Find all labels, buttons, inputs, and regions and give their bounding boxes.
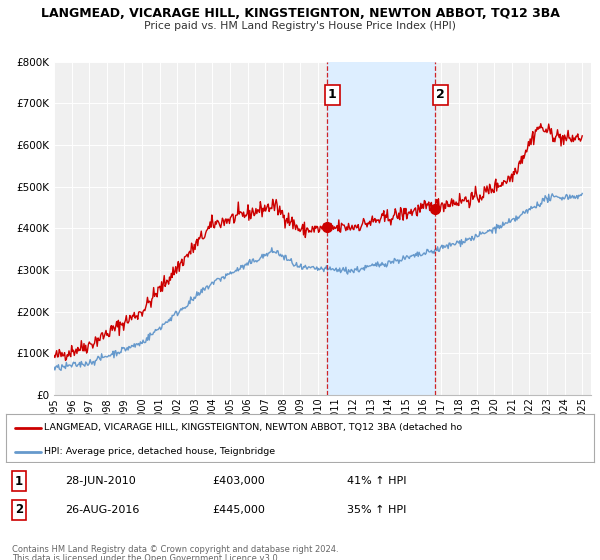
- Text: Price paid vs. HM Land Registry's House Price Index (HPI): Price paid vs. HM Land Registry's House …: [144, 21, 456, 31]
- Text: 2: 2: [436, 88, 445, 101]
- Text: LANGMEAD, VICARAGE HILL, KINGSTEIGNTON, NEWTON ABBOT, TQ12 3BA: LANGMEAD, VICARAGE HILL, KINGSTEIGNTON, …: [41, 7, 559, 20]
- Text: 28-JUN-2010: 28-JUN-2010: [65, 476, 136, 486]
- Bar: [327, 62, 435, 395]
- Text: 1: 1: [15, 475, 23, 488]
- Text: £445,000: £445,000: [212, 505, 265, 515]
- Text: 2: 2: [15, 503, 23, 516]
- Text: This data is licensed under the Open Government Licence v3.0.: This data is licensed under the Open Gov…: [12, 554, 280, 560]
- Text: 35% ↑ HPI: 35% ↑ HPI: [347, 505, 406, 515]
- Text: 41% ↑ HPI: 41% ↑ HPI: [347, 476, 407, 486]
- Text: HPI: Average price, detached house, Teignbridge: HPI: Average price, detached house, Teig…: [44, 447, 275, 456]
- Text: £403,000: £403,000: [212, 476, 265, 486]
- Text: 26-AUG-2016: 26-AUG-2016: [65, 505, 139, 515]
- Text: Contains HM Land Registry data © Crown copyright and database right 2024.: Contains HM Land Registry data © Crown c…: [12, 545, 338, 554]
- Text: LANGMEAD, VICARAGE HILL, KINGSTEIGNTON, NEWTON ABBOT, TQ12 3BA (detached ho: LANGMEAD, VICARAGE HILL, KINGSTEIGNTON, …: [44, 423, 463, 432]
- Text: 1: 1: [328, 88, 337, 101]
